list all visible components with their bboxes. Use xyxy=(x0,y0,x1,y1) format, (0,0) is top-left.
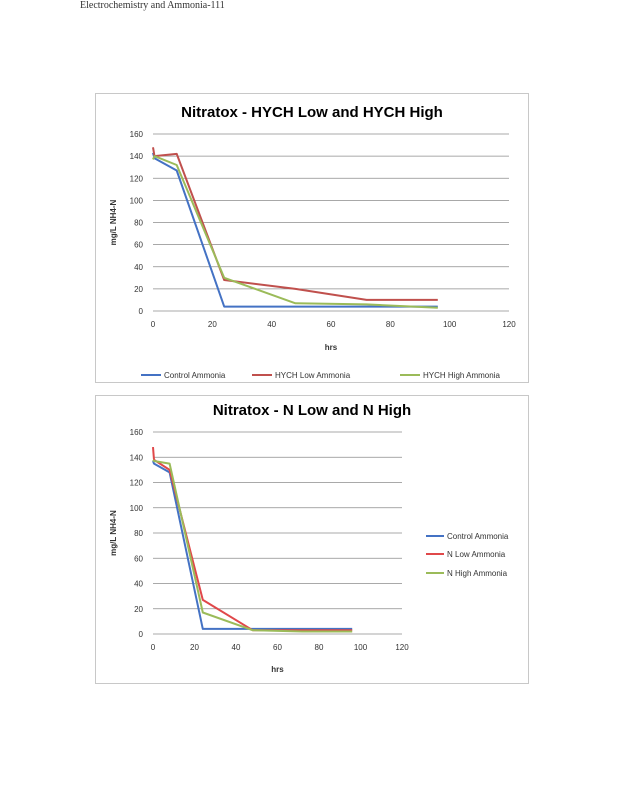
chart1-x-tick-label: 40 xyxy=(267,320,276,329)
chart1-x-axis-label: hrs xyxy=(325,343,338,352)
chart2-y-tick-label: 120 xyxy=(130,479,144,488)
chart2-y-tick-label: 20 xyxy=(134,605,143,614)
chart1-x-tick-label: 60 xyxy=(327,320,336,329)
chart1-x-tick-label: 0 xyxy=(151,320,156,329)
chart2-y-tick-label: 80 xyxy=(134,529,143,538)
chart2-x-tick-label: 100 xyxy=(354,643,368,652)
chart2-x-tick-label: 120 xyxy=(395,643,409,652)
chart1-series-line-3 xyxy=(152,155,438,309)
chart2-legend-label: N High Ammonia xyxy=(447,569,508,578)
chart1-y-axis-label: mg/L NH4-N xyxy=(109,199,118,245)
chart1-x-tick-label: 20 xyxy=(208,320,217,329)
chart1-legend-label: HYCH High Ammonia xyxy=(423,371,500,380)
chart2-title: Nitratox - N Low and N High xyxy=(213,402,411,419)
chart1-y-tick-label: 0 xyxy=(139,307,144,316)
chart2-y-axis-label: mg/L NH4-N xyxy=(109,510,118,556)
chart1-x-tick-label: 80 xyxy=(386,320,395,329)
chart2-series-line-3 xyxy=(152,459,353,633)
chart1-y-tick-label: 40 xyxy=(134,263,143,272)
chart-hych-svg: Nitratox - HYCH Low and HYCH High 0 20 40 60… xyxy=(109,104,516,380)
chart2-series-line-1 xyxy=(152,460,353,630)
chart1-x-tick-label: 100 xyxy=(443,320,457,329)
page-header: Electrochemistry and Ammonia-111 xyxy=(80,0,225,11)
chart1-y-tick-label: 160 xyxy=(130,130,144,139)
chart2-y-tick-label: 0 xyxy=(139,630,144,639)
chart2-y-tick-label: 140 xyxy=(130,453,144,462)
chart2-legend-label: N Low Ammonia xyxy=(447,550,506,559)
chart1-legend-label: HYCH Low Ammonia xyxy=(275,371,351,380)
chart1-legend-label: Control Ammonia xyxy=(164,371,226,380)
chart2-y-tick-label: 100 xyxy=(130,504,144,513)
chart1-x-tick-label: 120 xyxy=(502,320,516,329)
chart-n: Nitratox - N Low and N High 0 20 40 60 80 100 1… xyxy=(95,395,529,684)
chart1-y-tick-label: 20 xyxy=(134,285,143,294)
chart2-x-tick-label: 0 xyxy=(151,643,156,652)
chart2-y-tick-label: 60 xyxy=(134,554,143,563)
chart2-legend-label: Control Ammonia xyxy=(447,532,509,541)
chart2-y-tick-label: 160 xyxy=(130,428,144,437)
chart1-title: Nitratox - HYCH Low and HYCH High xyxy=(181,104,443,121)
chart2-y-tick-label: 40 xyxy=(134,580,143,589)
chart-hych: Nitratox - HYCH Low and HYCH High 0 20 40 60… xyxy=(95,93,529,383)
chart1-y-tick-label: 60 xyxy=(134,241,143,250)
chart2-x-tick-label: 40 xyxy=(232,643,241,652)
chart2-x-axis-label: hrs xyxy=(271,665,284,674)
chart1-y-tick-label: 120 xyxy=(130,174,144,183)
chart2-x-tick-label: 60 xyxy=(273,643,282,652)
chart2-x-tick-label: 20 xyxy=(190,643,199,652)
chart2-x-tick-label: 80 xyxy=(315,643,324,652)
chart1-y-tick-label: 140 xyxy=(130,152,144,161)
chart1-series-line-1 xyxy=(152,152,438,308)
chart-n-svg: Nitratox - N Low and N High 0 20 40 60 80 100 1… xyxy=(109,402,509,674)
chart1-y-tick-label: 80 xyxy=(134,219,143,228)
chart1-y-tick-label: 100 xyxy=(130,196,144,205)
